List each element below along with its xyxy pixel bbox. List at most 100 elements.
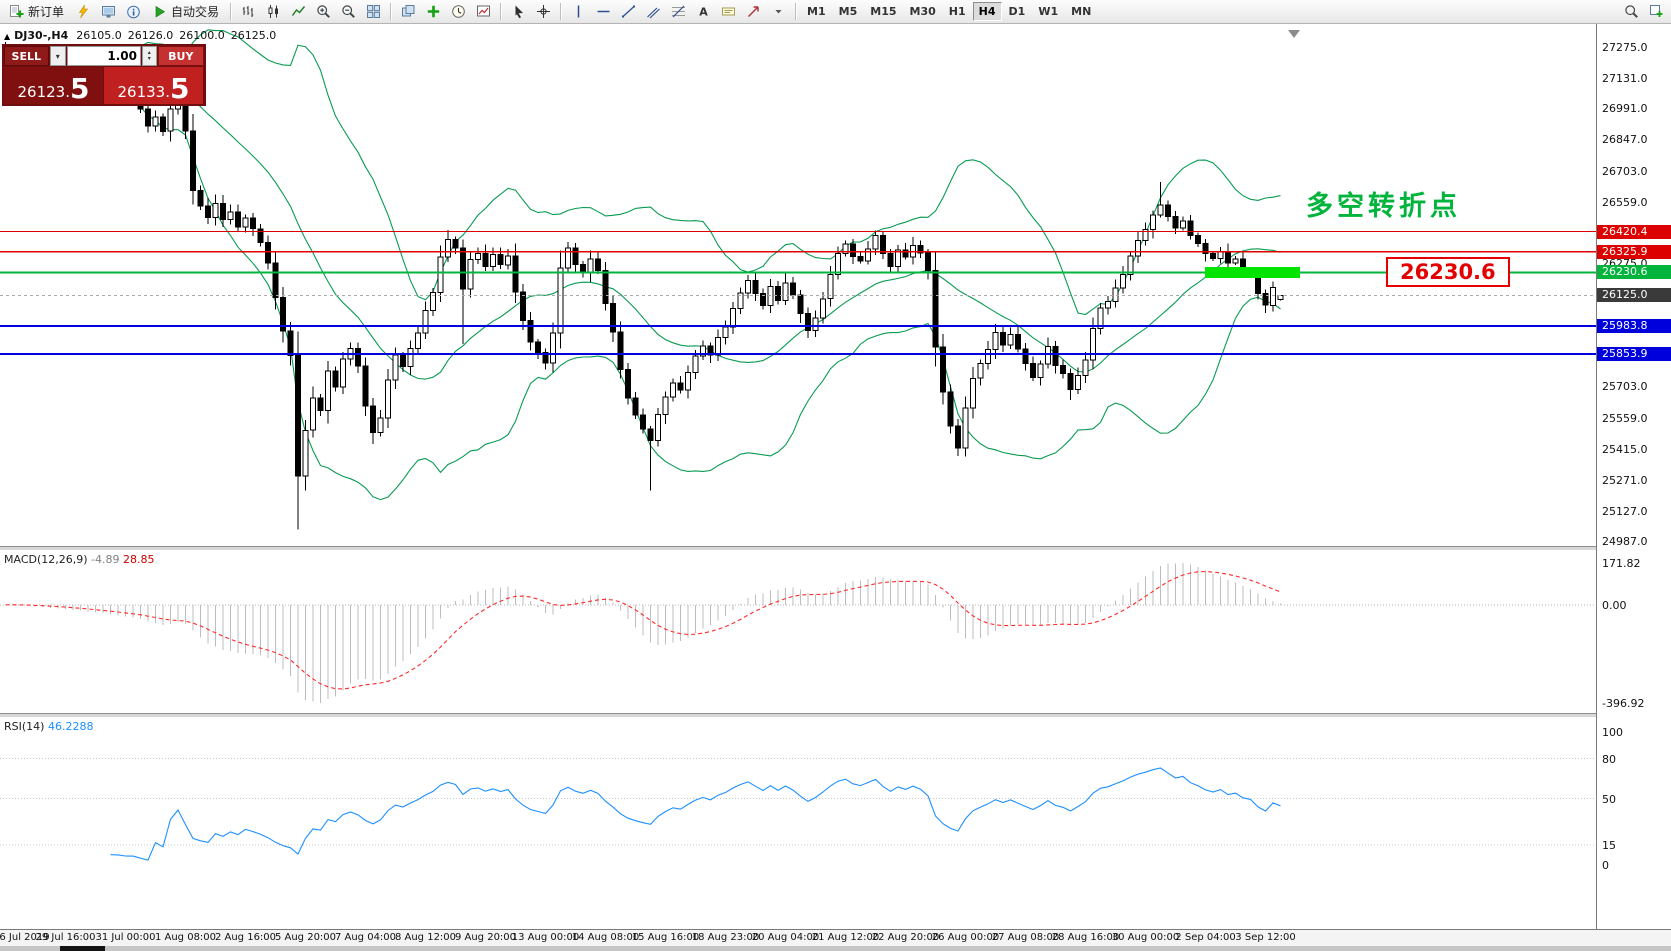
panel-splitter[interactable] (0, 546, 1671, 551)
sell-price-display[interactable]: 26123. 5 (4, 67, 103, 104)
time-label: 26 Aug 00:00 (931, 932, 1000, 943)
horizontal-line-tool-button[interactable] (591, 1, 615, 23)
price-badge: 26325.9 (1597, 244, 1671, 259)
timeframe-d1-button[interactable]: D1 (1008, 5, 1026, 18)
time-label: 20 Aug 04:00 (751, 932, 820, 943)
screen-icon (101, 6, 115, 18)
text-tool-button[interactable]: A (691, 1, 715, 23)
label-tool-button[interactable] (716, 1, 740, 23)
trendline-icon (621, 5, 635, 18)
metaeditor-button[interactable] (71, 1, 95, 23)
search-icon (1624, 5, 1638, 18)
cascade-windows-button[interactable] (396, 1, 420, 23)
chart-shift-marker-icon[interactable] (1288, 30, 1300, 38)
text-tool-icon: A (699, 6, 708, 19)
new-window-icon (1649, 5, 1662, 17)
price-tick: 25559.0 (1602, 411, 1648, 425)
collapse-toggle-icon[interactable]: ▲ (4, 32, 11, 41)
timeframe-h1-button[interactable]: H1 (948, 5, 966, 18)
bar-chart-button[interactable] (236, 1, 260, 23)
add-indicator-button[interactable] (421, 1, 445, 23)
more-tools-dropdown[interactable] (766, 1, 790, 23)
fibonacci-tool-button[interactable] (666, 1, 690, 23)
market-watch-button[interactable] (96, 1, 120, 23)
time-label: 8 Aug 12:00 (394, 932, 457, 943)
macd-axis-label: 0.00 (1602, 598, 1627, 612)
auto-trading-button[interactable]: 自动交易 (146, 1, 225, 23)
zoom-out-button[interactable] (336, 1, 360, 23)
rsi-panel[interactable]: RSI(14) 46.2288 (0, 718, 1596, 929)
new-chart-button[interactable] (1644, 1, 1668, 23)
sell-button[interactable]: SELL (4, 46, 49, 66)
timeframe-m30-button[interactable]: M30 (909, 5, 936, 18)
price-axis[interactable]: 27275.0 27131.0 26991.0 26847.0 26703.0 26559… (1596, 24, 1671, 929)
buy-price-display[interactable]: 26133. 5 (104, 67, 203, 104)
chart-properties-button[interactable] (471, 1, 495, 23)
timeframe-h4-button[interactable]: H4 (972, 2, 1002, 21)
panel-splitter[interactable] (0, 713, 1671, 718)
quote-close: 26125.0 (230, 29, 277, 42)
line-chart-button[interactable] (286, 1, 310, 23)
candlestick-chart-button[interactable] (261, 1, 285, 23)
tile-windows-button[interactable] (361, 1, 385, 23)
price-tick: 25271.0 (1602, 473, 1648, 487)
cursor-tool-button[interactable] (506, 1, 530, 23)
rsi-axis-label: 100 (1602, 726, 1623, 739)
price-badge: 25983.8 (1597, 318, 1671, 333)
price-tick: 26559.0 (1602, 195, 1648, 209)
main-chart-panel[interactable]: ▲ DJ30-,H4 26105.0 26126.0 26100.0 26125.0 SE… (0, 24, 1596, 546)
candlestick-chart[interactable] (0, 24, 1596, 546)
period-button[interactable] (446, 1, 470, 23)
time-label: 18 Aug 23:00 (691, 932, 760, 943)
time-label: 15 Aug 16:00 (631, 932, 700, 943)
price-tick: 25127.0 (1602, 504, 1648, 518)
fibonacci-icon (671, 5, 685, 18)
vline-icon (577, 5, 579, 18)
toolbar-separator (230, 3, 232, 20)
zoom-in-button[interactable] (311, 1, 335, 23)
rsi-chart (0, 758, 1596, 861)
search-button[interactable] (1619, 1, 1643, 23)
order-type-dropdown[interactable]: ▾ (49, 46, 66, 66)
new-order-button[interactable]: 新订单 (3, 1, 70, 23)
time-label: 5 Aug 20:00 (274, 932, 337, 943)
tile-icon (366, 5, 380, 18)
timeframe-mn-button[interactable]: MN (1071, 5, 1092, 18)
price-tick: 26703.0 (1602, 164, 1648, 178)
rsi-axis-label: 80 (1602, 752, 1616, 766)
buy-button[interactable]: BUY (157, 46, 204, 66)
time-label: 14 Aug 08:00 (571, 932, 640, 943)
timeframe-m15-button[interactable]: M15 (870, 5, 897, 18)
time-label: 13 Aug 00:00 (511, 932, 580, 943)
arrows-tool-button[interactable] (741, 1, 765, 23)
symbol-period-label: DJ30-,H4 (14, 29, 69, 42)
macd-panel[interactable]: MACD(12,26,9) -4.89 28.85 (0, 551, 1596, 713)
chart-settings-icon (476, 5, 490, 17)
time-label: 21 Aug 12:00 (811, 932, 880, 943)
timeframe-m1-button[interactable]: M1 (807, 5, 826, 18)
stepper-up-icon[interactable]: ▴ (147, 49, 151, 56)
stepper-down-icon[interactable]: ▾ (147, 55, 151, 62)
data-window-button[interactable] (121, 1, 145, 23)
zoom-out-icon (341, 5, 355, 18)
vertical-line-tool-button[interactable] (566, 1, 590, 23)
macd-signal-value: 28.85 (123, 553, 155, 566)
toolbar-separator (500, 3, 502, 20)
price-tick: 26847.0 (1602, 133, 1648, 147)
volume-input[interactable] (67, 46, 141, 66)
channel-tool-button[interactable] (641, 1, 665, 23)
shapes-icon (747, 6, 759, 17)
rsi-value: 46.2288 (47, 720, 94, 733)
price-badge: 25853.9 (1597, 346, 1671, 361)
crosshair-tool-button[interactable] (531, 1, 555, 23)
timeframe-w1-button[interactable]: W1 (1038, 5, 1059, 18)
time-label: 9 Aug 20:00 (454, 932, 517, 943)
timeframe-m5-button[interactable]: M5 (838, 5, 858, 18)
rsi-label: RSI(14) 46.2288 (4, 720, 94, 733)
price-badge: 26125.0 (1597, 288, 1671, 303)
volume-stepper[interactable]: ▴ ▾ (142, 46, 157, 66)
macd-chart (0, 563, 1596, 703)
trendline-tool-button[interactable] (616, 1, 640, 23)
price-tick: 27131.0 (1602, 72, 1648, 86)
